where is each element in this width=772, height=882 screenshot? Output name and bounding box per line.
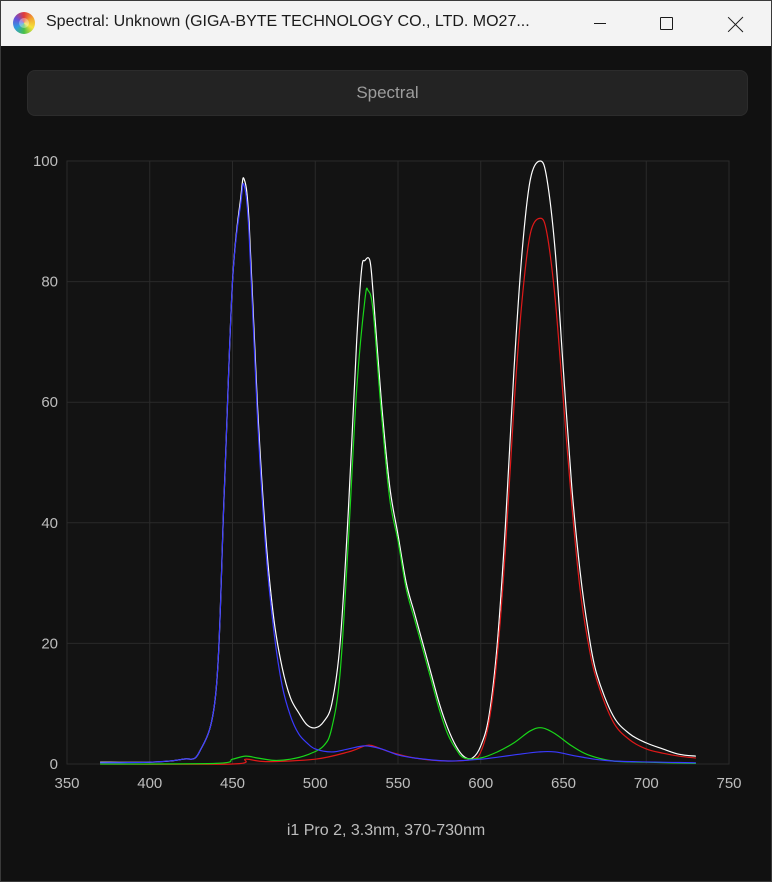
series-line-blue — [100, 182, 696, 764]
window-title: Spectral: Unknown (GIGA-BYTE TECHNOLOGY … — [46, 13, 530, 30]
x-tick-label: 600 — [468, 775, 493, 792]
y-tick-label: 20 — [41, 635, 58, 652]
series-line-green — [100, 287, 696, 765]
x-tick-label: 750 — [716, 775, 741, 792]
y-tick-label: 100 — [33, 153, 58, 170]
instrument-caption: i1 Pro 2, 3.3nm, 370-730nm — [286, 822, 486, 839]
x-tick-label: 550 — [385, 775, 410, 792]
x-tick-label: 350 — [54, 775, 79, 792]
spectral-app-icon — [13, 12, 35, 34]
x-tick-label: 500 — [303, 775, 328, 792]
x-tick-label: 400 — [137, 775, 162, 792]
spectral-chart: 350 400 450 500 550 600 650 700 750 0 20 40 60 80 100 — [33, 153, 742, 792]
close-button[interactable] — [701, 1, 771, 46]
minimize-icon — [594, 23, 606, 24]
spectral-button[interactable]: Spectral — [27, 70, 748, 116]
y-tick-label: 80 — [41, 274, 58, 291]
y-tick-label: 40 — [41, 515, 58, 532]
minimize-button[interactable] — [565, 1, 635, 46]
x-tick-label: 650 — [551, 775, 576, 792]
y-tick-label: 0 — [50, 756, 58, 773]
title-bar[interactable]: Spectral: Unknown (GIGA-BYTE TECHNOLOGY … — [1, 1, 771, 46]
series-line-white — [100, 160, 696, 764]
maximize-icon — [659, 17, 673, 30]
series-line-red — [100, 217, 696, 765]
x-tick-label: 450 — [220, 775, 245, 792]
content-area: Spectral 350 400 450 500 550 600 650 700 750 0 20 4… — [1, 46, 771, 881]
close-icon — [728, 16, 744, 32]
maximize-button[interactable] — [631, 1, 701, 46]
x-tick-label: 700 — [634, 775, 659, 792]
y-tick-label: 60 — [41, 394, 58, 411]
